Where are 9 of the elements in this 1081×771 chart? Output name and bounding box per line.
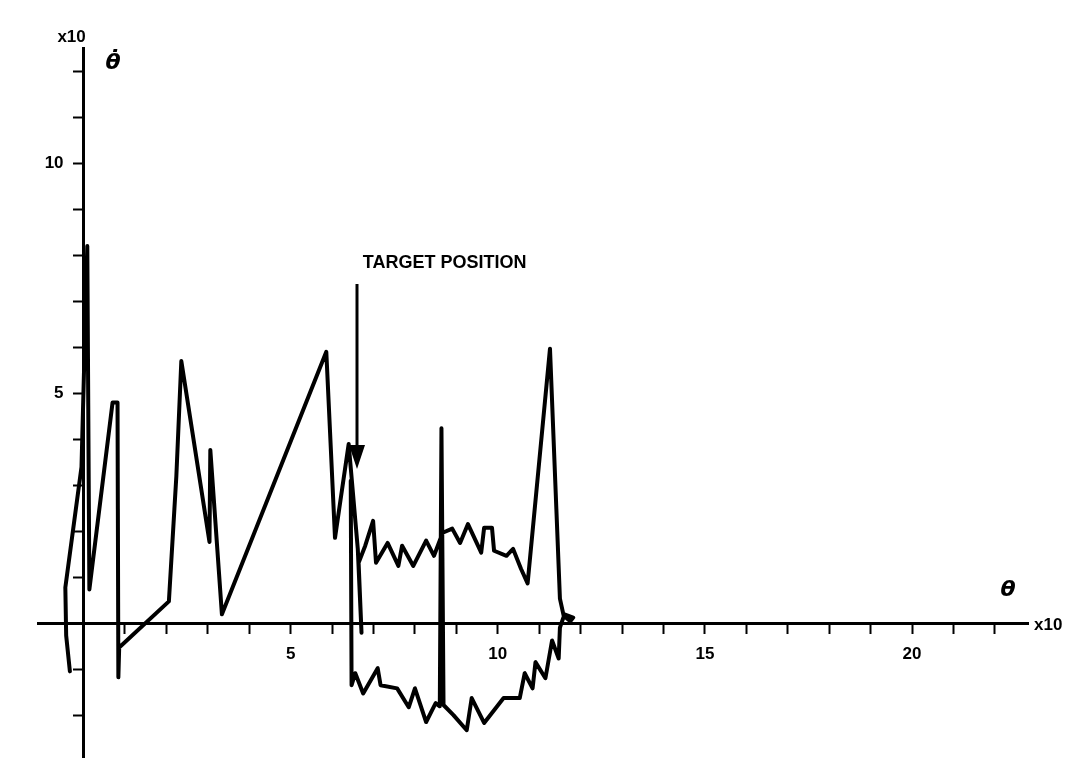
y-axis-title: θ̇ bbox=[105, 47, 121, 74]
annotation: TARGET POSITION bbox=[362, 252, 527, 273]
text: x10 bbox=[1034, 615, 1063, 635]
x-tick-label: 5 bbox=[285, 643, 296, 663]
x-tick-label: 20 bbox=[902, 643, 922, 663]
x-axis-title: θ bbox=[1000, 576, 1016, 602]
x-tick-label: 15 bbox=[695, 643, 715, 663]
text: x10 bbox=[57, 27, 86, 47]
x-tick-label: 10 bbox=[488, 643, 508, 663]
